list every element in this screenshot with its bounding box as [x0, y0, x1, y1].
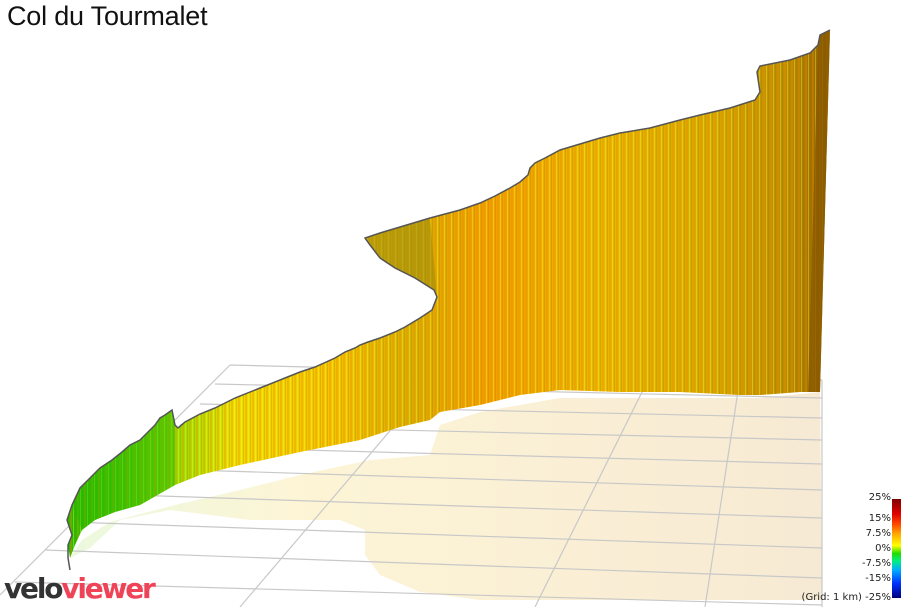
legend-label-15: 15% — [868, 513, 891, 524]
logo-viewer: viewer — [61, 572, 156, 605]
logo-velo: velo — [4, 572, 63, 605]
page-title: Col du Tourmalet — [7, 1, 208, 31]
legend-label-max: 25% — [868, 492, 891, 503]
gradient-color-scale — [892, 499, 901, 598]
gradient-wall — [66, 29, 831, 571]
gradient-legend: 25% 15% 7.5% 0% -7.5% -15% (Grid: 1 km) … — [787, 492, 907, 607]
legend-label-neg-25: -25% — [865, 592, 891, 603]
legend-label-neg-7-5: -7.5% — [861, 558, 891, 569]
grid-note: (Grid: 1 km) — [801, 592, 862, 603]
legend-label-neg-15: -15% — [865, 573, 891, 584]
legend-label-7-5: 7.5% — [865, 528, 891, 539]
legend-label-min: (Grid: 1 km) -25% — [802, 592, 891, 603]
floor-reflection — [70, 392, 822, 600]
legend-label-0: 0% — [875, 543, 891, 554]
veloviewer-logo[interactable]: veloviewer — [4, 572, 156, 605]
